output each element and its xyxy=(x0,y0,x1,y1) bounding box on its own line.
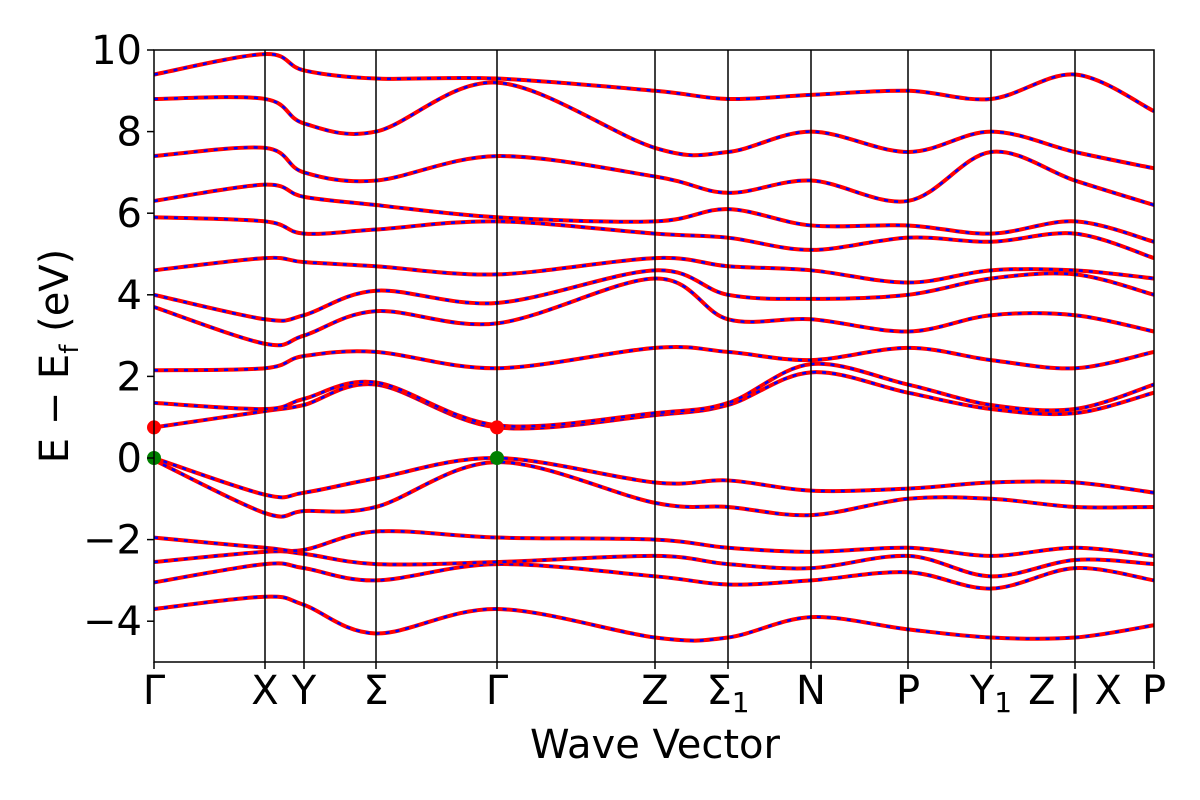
x-tick-label-3: Σ xyxy=(363,668,388,714)
plot-frame xyxy=(153,49,1155,663)
y-axis-title-sub: f xyxy=(55,344,85,354)
x-tick-label-2: Y xyxy=(291,668,317,714)
y-tick-label-7: 10 xyxy=(91,28,142,74)
x-axis-ticks: Γ X Y Σ Γ Z Σ1 N P Y1 Z | X P xyxy=(143,662,1166,719)
x-tick-label-1: X xyxy=(251,668,278,714)
x-tick-label-7: N xyxy=(796,668,826,714)
x-tick-label-5: Z xyxy=(641,668,668,714)
y-tick-label-6: 8 xyxy=(117,110,142,156)
y-tick-label-2: 0 xyxy=(117,436,142,482)
y-tick-label-5: 6 xyxy=(117,191,142,237)
x-tick-label-8: P xyxy=(896,668,920,714)
band-line-dashed-16 xyxy=(154,52,1154,113)
y-axis-ticks: −4 −2 0 2 4 6 8 10 xyxy=(83,28,154,645)
x-tick-label-6: Σ1 xyxy=(706,668,749,719)
band-edge-point-vbm-1 xyxy=(490,451,504,465)
x-tick-label-4: Γ xyxy=(486,668,509,714)
y-axis-title-unit: (eV) xyxy=(32,249,78,345)
y-tick-label-3: 2 xyxy=(117,354,142,400)
band-edge-points-layer xyxy=(147,420,504,465)
x-tick-label-0: Γ xyxy=(143,668,166,714)
band-edge-point-cbm-3 xyxy=(490,420,504,435)
x-tick-label-9: Y1 xyxy=(969,668,1012,719)
y-tick-label-1: −2 xyxy=(83,518,142,564)
x-tick-label-11: P xyxy=(1142,668,1166,714)
y-tick-label-4: 4 xyxy=(117,273,142,319)
kpoint-divider-layer xyxy=(264,50,1076,662)
x-axis-title: Wave Vector xyxy=(530,722,781,768)
y-axis-title: E − Ef (eV) xyxy=(32,249,85,464)
svg-text:E − Ef (eV): E − Ef (eV) xyxy=(32,249,85,464)
x-tick-label-10: Z | X xyxy=(1028,668,1122,714)
band-line-dashed-5 xyxy=(154,458,1154,518)
band-line-dashed-14 xyxy=(154,146,1154,207)
y-axis-title-main: E − E xyxy=(32,354,78,464)
y-tick-label-0: −4 xyxy=(83,599,142,645)
